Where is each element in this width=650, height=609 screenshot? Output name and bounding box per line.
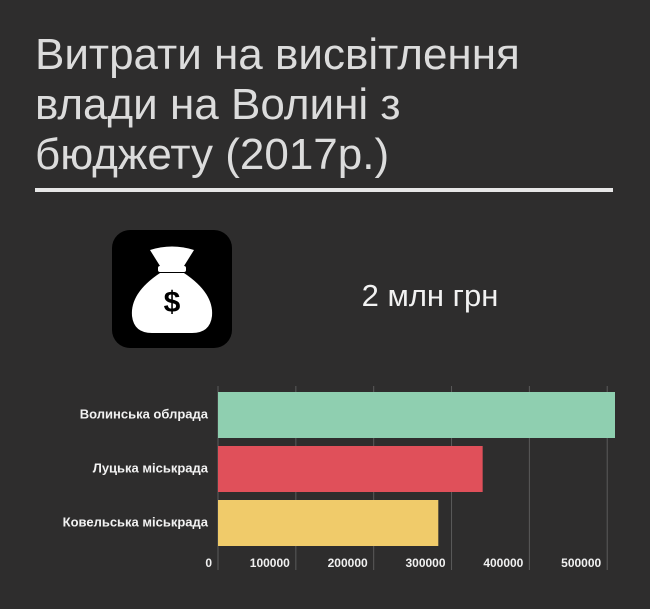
x-tick-label: 100000 [250, 556, 290, 570]
y-tick-label: Ковельська міськрада [63, 514, 209, 529]
y-tick-label: Волинська облрада [80, 406, 209, 421]
x-tick-label: 0 [205, 556, 212, 570]
x-tick-label: 500000 [561, 556, 601, 570]
title-rule [35, 188, 613, 192]
bar [218, 500, 439, 546]
bar [218, 392, 615, 438]
money-icon [112, 230, 232, 348]
x-tick-label: 400000 [483, 556, 523, 570]
bar [218, 446, 483, 492]
total-label: 2 млн грн [362, 278, 499, 313]
x-tick-label: 300000 [405, 556, 445, 570]
icon-symbol: $ [164, 286, 181, 319]
title: Витрати на висвітлення влади на Волині з… [35, 30, 520, 179]
y-tick-label: Луцька міськрада [93, 460, 209, 475]
x-tick-label: 200000 [328, 556, 368, 570]
